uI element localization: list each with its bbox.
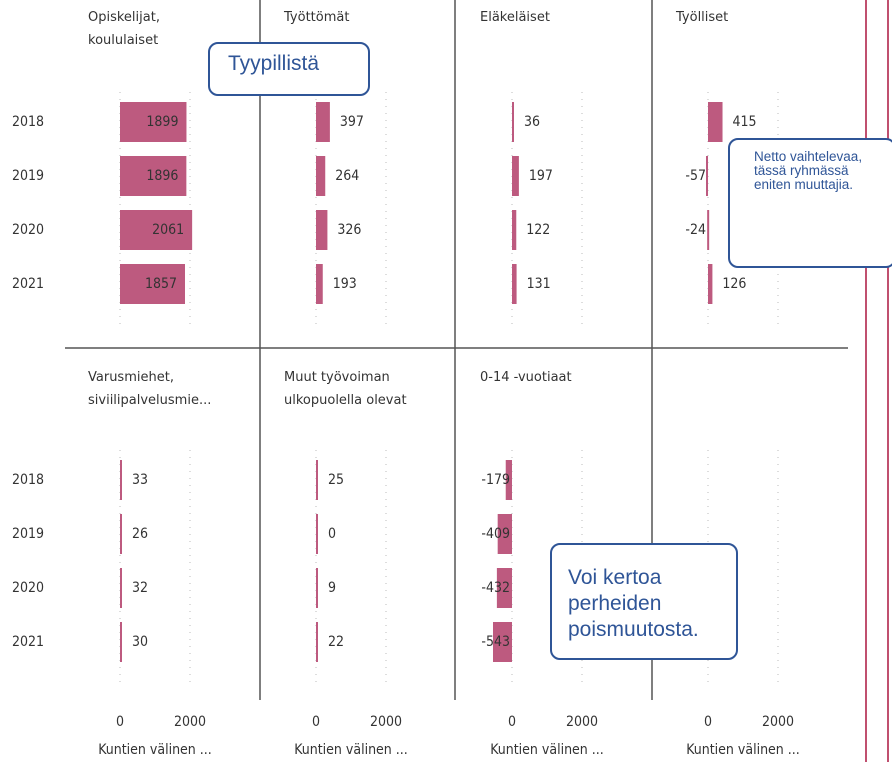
data-label: 33 [132,472,148,488]
bar [120,568,122,608]
x-tick-label: 2000 [174,714,206,730]
bar [120,264,185,304]
x-tick-label: 2000 [370,714,402,730]
bar [120,156,187,196]
x-axis-label: Kuntien välinen ... [98,742,212,758]
bar [512,210,517,250]
data-label: -57 [685,168,706,184]
bar [708,102,723,142]
x-axis-label: Kuntien välinen ... [490,742,604,758]
category-label: 2021 [12,634,44,650]
data-label: 22 [328,634,344,650]
bar [496,568,512,608]
bar [316,514,318,554]
bar [316,568,318,608]
category-label: 2018 [12,472,44,488]
category-label: 2018 [12,114,44,130]
data-label: 126 [722,276,746,292]
panel-title: Työlliset [676,10,729,25]
data-label: -179 [481,472,510,488]
panel-title: Työttömät [284,10,350,25]
bar [708,264,713,304]
x-axis-label: Kuntien välinen ... [294,742,408,758]
x-tick-label: 2000 [762,714,794,730]
x-tick-label: 0 [312,714,320,730]
data-label: 26 [132,526,148,542]
bar [707,210,710,250]
category-label: 2020 [12,222,44,238]
category-label: 2019 [12,526,44,542]
x-tick-label: 0 [116,714,124,730]
data-label: 1857 [145,276,177,292]
data-label: 32 [132,580,148,596]
data-label: 1896 [146,168,178,184]
category-label: 2020 [12,580,44,596]
bar [497,514,512,554]
bar [316,210,328,250]
bar [316,156,326,196]
x-tick-label: 0 [508,714,516,730]
data-label: 415 [733,114,757,130]
bar [120,460,122,500]
panel-title: Eläkeläiset [480,10,550,25]
data-label: 122 [526,222,550,238]
data-label: 264 [335,168,359,184]
data-label: 36 [524,114,540,130]
data-label: -409 [481,526,510,542]
x-axis-label: Kuntien välinen ... [686,742,800,758]
bar [120,622,122,662]
data-label: -432 [481,580,510,596]
data-label: 0 [328,526,336,542]
bar [316,622,318,662]
x-tick-label: 0 [704,714,712,730]
data-label: 2061 [152,222,184,238]
data-label: -543 [481,634,510,650]
data-label: 9 [328,580,336,596]
data-label: 197 [529,168,553,184]
bar [512,102,514,142]
annotation: Tyypillistä [208,42,370,96]
x-tick-label: 2000 [566,714,598,730]
bar [706,156,709,196]
panel-title: Muut työvoiman ulkopuolella olevat [284,370,407,408]
category-label: 2019 [12,168,44,184]
annotation: Netto vaihtelevaa, tässä ryhmässä eniten… [728,138,892,268]
data-label: -24 [685,222,706,238]
bar [505,460,512,500]
bar [120,210,193,250]
bar [316,102,330,142]
data-label: 25 [328,472,344,488]
bar [120,102,187,142]
bar [120,514,122,554]
data-label: 1899 [146,114,178,130]
panel-title: 0-14 -vuotiaat [480,370,572,385]
annotation: Voi kertoa perheiden poismuutosta. [550,543,738,660]
bar [512,264,517,304]
bar [512,156,519,196]
panel-title: Opiskelijat, koululaiset [88,10,160,48]
panel-title: Varusmiehet, siviilipalvelusmie... [88,370,212,408]
data-label: 193 [333,276,357,292]
data-label: 30 [132,634,148,650]
data-label: 397 [340,114,364,130]
bar [316,460,318,500]
data-label: 131 [527,276,551,292]
category-label: 2021 [12,276,44,292]
data-label: 326 [337,222,361,238]
bar [492,622,512,662]
bar [316,264,323,304]
